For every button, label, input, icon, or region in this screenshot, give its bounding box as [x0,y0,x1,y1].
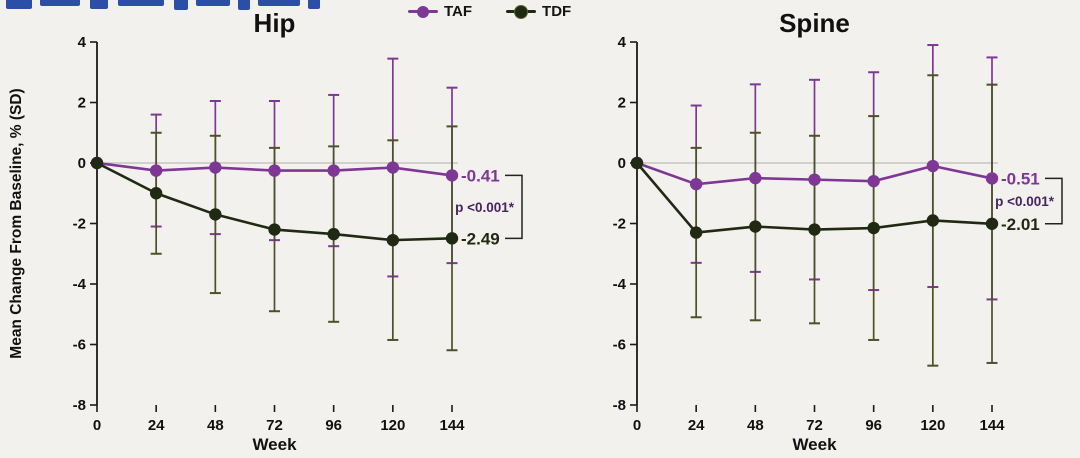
tdf-marker [268,223,281,236]
x-tick-label: 96 [325,417,342,434]
taf-marker [749,171,762,185]
x-tick-label: 48 [747,417,764,434]
x-tick-label: 24 [148,417,165,434]
taf-line-marker-icon [408,5,438,18]
taf-end-value-label: -0.51 [1001,169,1040,188]
y-tick-label: 4 [78,34,87,51]
y-tick-label: -8 [613,397,626,414]
y-tick-label: -6 [613,337,626,354]
tdf-marker [985,217,999,231]
taf-marker [445,169,459,182]
y-tick-label: 2 [78,95,86,112]
x-tick-label: 72 [806,417,823,434]
y-tick-label: -8 [73,397,86,414]
hip-chart: 4 2 0 -2 -4 -6 -8 0 24 48 72 96 120 144 Week Mean Chang… [8,8,523,454]
taf-marker [268,164,281,177]
clipped-title-fragment [6,0,386,11]
taf-marker [386,161,400,174]
taf-marker [327,164,340,177]
spine-chart: 4 2 0 -2 -4 -6 -8 0 24 48 72 96 120 144 Week Spine -0.51… [613,8,1063,454]
tdf-marker [808,223,821,236]
tdf-marker [926,214,940,227]
legend-label-tdf: TDF [542,3,572,20]
x-tick-label: 72 [266,417,283,434]
x-axis-title: Week [792,435,837,454]
tdf-marker [327,227,340,241]
tdf-end-value-label: -2.49 [461,229,500,248]
x-tick-label: 120 [920,417,945,434]
y-tick-label: 0 [78,155,86,172]
taf-marker [689,177,703,191]
y-axis-title: Mean Change From Baseline, % (SD) [8,88,25,358]
x-tick-label: 0 [93,417,101,434]
x-tick-label: 0 [633,417,641,434]
taf-marker [985,172,999,185]
tdf-marker [867,221,880,235]
x-tick-label: 96 [865,417,882,434]
y-tick-label: 0 [618,155,626,172]
hip-panel: 4 2 0 -2 -4 -6 -8 0 24 48 72 96 120 144 Week Mean Chang… [8,8,523,454]
tdf-marker [689,226,703,239]
x-tick-label: 48 [207,417,224,434]
spine-panel: 4 2 0 -2 -4 -6 -8 0 24 48 72 96 120 144 Week Spine -0.51… [540,0,1080,458]
p-value-label: p <0.001* [455,200,515,215]
chart-title: Spine [779,8,850,38]
y-tick-label: -4 [73,276,87,293]
y-tick-label: -2 [73,216,86,233]
y-tick-label: -2 [613,216,626,233]
chart-title: Hip [254,8,296,38]
x-tick-label: 120 [380,417,405,434]
x-tick-label: 144 [979,417,1005,434]
p-value-bracket [505,174,523,240]
tdf-marker [749,220,762,233]
taf-marker [209,161,222,174]
legend-label-taf: TAF [444,3,473,20]
legend-item-taf: TAF [408,3,472,20]
tdf-marker [90,156,104,170]
x-tick-label: 144 [439,417,465,434]
legend: TAF TDF [408,3,571,20]
tdf-end-value-label: -2.01 [1001,215,1040,234]
tdf-marker [209,208,222,221]
y-tick-label: -6 [73,337,86,354]
tdf-marker [386,233,400,247]
tdf-marker [630,156,644,170]
taf-marker [149,164,163,177]
tdf-line-marker-icon [506,5,537,18]
taf-marker [926,159,940,173]
x-axis-title: Week [252,435,297,454]
legend-item-tdf: TDF [506,3,571,20]
x-tick-label: 24 [688,417,705,434]
taf-marker [867,174,880,188]
p-value-label: p <0.001* [995,194,1055,209]
taf-marker [808,173,821,186]
tdf-marker [445,232,459,245]
y-tick-label: 2 [618,95,626,112]
p-value-bracket [1045,177,1063,225]
tdf-marker [149,187,163,200]
y-tick-label: -4 [613,276,627,293]
y-tick-label: 4 [618,34,627,51]
taf-end-value-label: -0.41 [461,166,500,185]
